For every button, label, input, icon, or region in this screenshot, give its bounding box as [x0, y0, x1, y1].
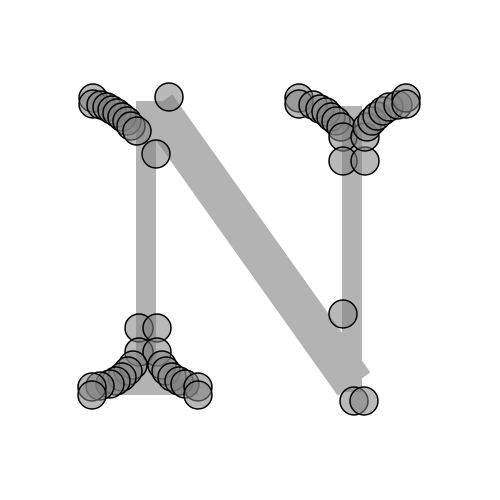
marker-group [77, 82, 421, 416]
marker-circle [122, 116, 152, 146]
marker-circle [183, 380, 213, 410]
marker-circle [141, 139, 171, 169]
marker-circle [154, 82, 184, 112]
marker-circle [349, 386, 379, 416]
letter-n-diagonal [139, 94, 371, 396]
marker-circle [391, 89, 421, 119]
marker-circle [328, 299, 358, 329]
marker-circle [77, 380, 107, 410]
